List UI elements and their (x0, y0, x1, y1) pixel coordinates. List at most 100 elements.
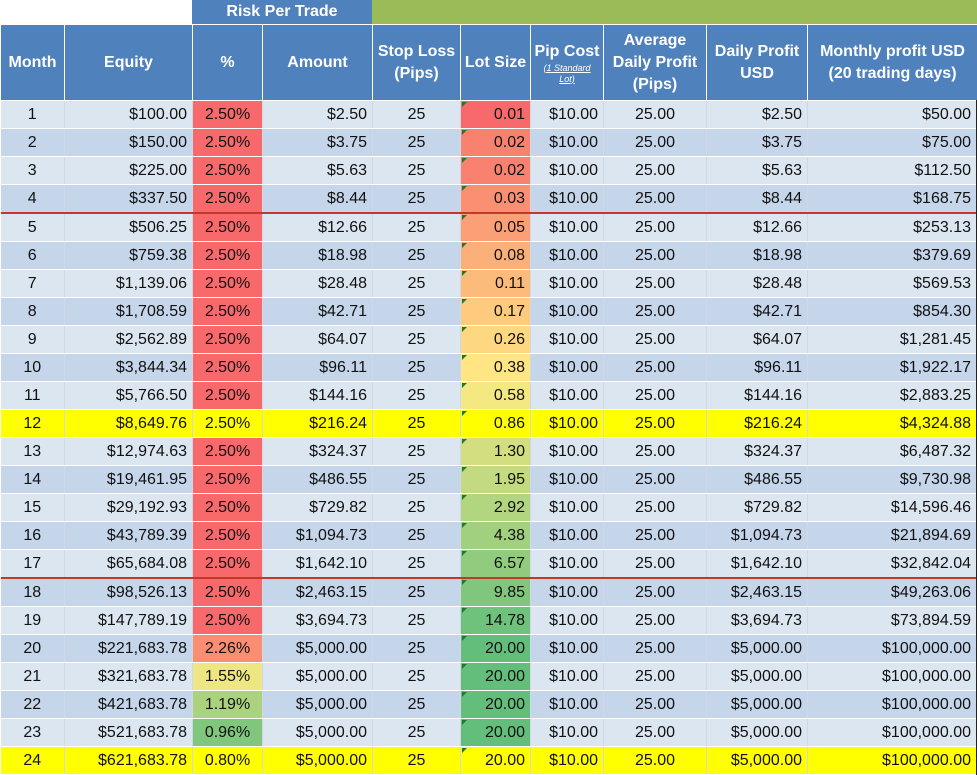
cell-pip-cost[interactable]: $10.00 (531, 663, 604, 691)
cell-daily-profit[interactable]: $12.66 (707, 213, 808, 242)
cell-avg-daily-profit[interactable]: 25.00 (604, 438, 707, 466)
cell-equity[interactable]: $5,766.50 (65, 382, 193, 410)
cell-lot-size[interactable]: 20.00 (461, 663, 531, 691)
cell-monthly-profit[interactable]: $21,894.69 (808, 522, 977, 550)
cell-amount[interactable]: $5,000.00 (263, 747, 373, 775)
cell-daily-profit[interactable]: $3.75 (707, 129, 808, 157)
cell-daily-profit[interactable]: $28.48 (707, 270, 808, 298)
cell-stop-loss[interactable]: 25 (373, 185, 461, 214)
cell-avg-daily-profit[interactable]: 25.00 (604, 663, 707, 691)
cell-month[interactable]: 1 (1, 101, 65, 129)
cell-month[interactable]: 10 (1, 354, 65, 382)
cell-month[interactable]: 21 (1, 663, 65, 691)
cell-month[interactable]: 6 (1, 242, 65, 270)
cell-avg-daily-profit[interactable]: 25.00 (604, 550, 707, 579)
cell-month[interactable]: 3 (1, 157, 65, 185)
cell-daily-profit[interactable]: $2.50 (707, 101, 808, 129)
cell-lot-size[interactable]: 9.85 (461, 578, 531, 607)
cell-stop-loss[interactable]: 25 (373, 438, 461, 466)
cell-equity[interactable]: $621,683.78 (65, 747, 193, 775)
cell-equity[interactable]: $521,683.78 (65, 719, 193, 747)
cell-amount[interactable]: $3,694.73 (263, 607, 373, 635)
cell-lot-size[interactable]: 0.58 (461, 382, 531, 410)
cell-lot-size[interactable]: 0.02 (461, 157, 531, 185)
cell-percent[interactable]: 2.50% (193, 522, 263, 550)
cell-stop-loss[interactable]: 25 (373, 270, 461, 298)
cell-amount[interactable]: $18.98 (263, 242, 373, 270)
cell-month[interactable]: 24 (1, 747, 65, 775)
cell-percent[interactable]: 2.50% (193, 213, 263, 242)
cell-stop-loss[interactable]: 25 (373, 691, 461, 719)
cell-stop-loss[interactable]: 25 (373, 354, 461, 382)
cell-avg-daily-profit[interactable]: 25.00 (604, 494, 707, 522)
cell-daily-profit[interactable]: $216.24 (707, 410, 808, 438)
cell-lot-size[interactable]: 20.00 (461, 691, 531, 719)
cell-avg-daily-profit[interactable]: 25.00 (604, 213, 707, 242)
cell-monthly-profit[interactable]: $100,000.00 (808, 691, 977, 719)
cell-amount[interactable]: $64.07 (263, 326, 373, 354)
cell-month[interactable]: 7 (1, 270, 65, 298)
cell-monthly-profit[interactable]: $14,596.46 (808, 494, 977, 522)
cell-monthly-profit[interactable]: $112.50 (808, 157, 977, 185)
cell-pip-cost[interactable]: $10.00 (531, 213, 604, 242)
cell-avg-daily-profit[interactable]: 25.00 (604, 522, 707, 550)
cell-lot-size[interactable]: 0.03 (461, 185, 531, 214)
cell-avg-daily-profit[interactable]: 25.00 (604, 157, 707, 185)
cell-percent[interactable]: 2.26% (193, 635, 263, 663)
cell-amount[interactable]: $1,642.10 (263, 550, 373, 579)
cell-percent[interactable]: 2.50% (193, 129, 263, 157)
cell-lot-size[interactable]: 14.78 (461, 607, 531, 635)
cell-percent[interactable]: 1.19% (193, 691, 263, 719)
cell-month[interactable]: 4 (1, 185, 65, 214)
cell-pip-cost[interactable]: $10.00 (531, 326, 604, 354)
cell-amount[interactable]: $1,094.73 (263, 522, 373, 550)
cell-percent[interactable]: 2.50% (193, 578, 263, 607)
cell-percent[interactable]: 1.55% (193, 663, 263, 691)
cell-lot-size[interactable]: 6.57 (461, 550, 531, 579)
cell-stop-loss[interactable]: 25 (373, 326, 461, 354)
cell-amount[interactable]: $5.63 (263, 157, 373, 185)
cell-daily-profit[interactable]: $96.11 (707, 354, 808, 382)
cell-percent[interactable]: 2.50% (193, 354, 263, 382)
cell-month[interactable]: 13 (1, 438, 65, 466)
cell-equity[interactable]: $29,192.93 (65, 494, 193, 522)
cell-month[interactable]: 12 (1, 410, 65, 438)
cell-amount[interactable]: $5,000.00 (263, 663, 373, 691)
cell-stop-loss[interactable]: 25 (373, 466, 461, 494)
cell-daily-profit[interactable]: $324.37 (707, 438, 808, 466)
cell-daily-profit[interactable]: $42.71 (707, 298, 808, 326)
cell-amount[interactable]: $5,000.00 (263, 635, 373, 663)
cell-pip-cost[interactable]: $10.00 (531, 747, 604, 775)
cell-month[interactable]: 5 (1, 213, 65, 242)
cell-amount[interactable]: $216.24 (263, 410, 373, 438)
cell-monthly-profit[interactable]: $32,842.04 (808, 550, 977, 579)
cell-percent[interactable]: 2.50% (193, 185, 263, 214)
cell-pip-cost[interactable]: $10.00 (531, 410, 604, 438)
cell-month[interactable]: 14 (1, 466, 65, 494)
cell-equity[interactable]: $8,649.76 (65, 410, 193, 438)
cell-lot-size[interactable]: 0.08 (461, 242, 531, 270)
cell-equity[interactable]: $98,526.13 (65, 578, 193, 607)
cell-avg-daily-profit[interactable]: 25.00 (604, 326, 707, 354)
cell-stop-loss[interactable]: 25 (373, 157, 461, 185)
column-header-monthly-profit[interactable]: Monthly profit USD (20 trading days) (808, 25, 977, 101)
cell-avg-daily-profit[interactable]: 25.00 (604, 354, 707, 382)
cell-pip-cost[interactable]: $10.00 (531, 607, 604, 635)
cell-equity[interactable]: $421,683.78 (65, 691, 193, 719)
cell-percent[interactable]: 2.50% (193, 410, 263, 438)
cell-equity[interactable]: $100.00 (65, 101, 193, 129)
cell-avg-daily-profit[interactable]: 25.00 (604, 635, 707, 663)
cell-lot-size[interactable]: 0.86 (461, 410, 531, 438)
cell-percent[interactable]: 0.80% (193, 747, 263, 775)
cell-avg-daily-profit[interactable]: 25.00 (604, 101, 707, 129)
cell-stop-loss[interactable]: 25 (373, 522, 461, 550)
cell-percent[interactable]: 2.50% (193, 326, 263, 354)
cell-percent[interactable]: 2.50% (193, 550, 263, 579)
cell-pip-cost[interactable]: $10.00 (531, 522, 604, 550)
cell-daily-profit[interactable]: $144.16 (707, 382, 808, 410)
cell-percent[interactable]: 2.50% (193, 270, 263, 298)
cell-avg-daily-profit[interactable]: 25.00 (604, 242, 707, 270)
column-header-stop-loss[interactable]: Stop Loss (Pips) (373, 25, 461, 101)
cell-avg-daily-profit[interactable]: 25.00 (604, 747, 707, 775)
cell-daily-profit[interactable]: $2,463.15 (707, 578, 808, 607)
